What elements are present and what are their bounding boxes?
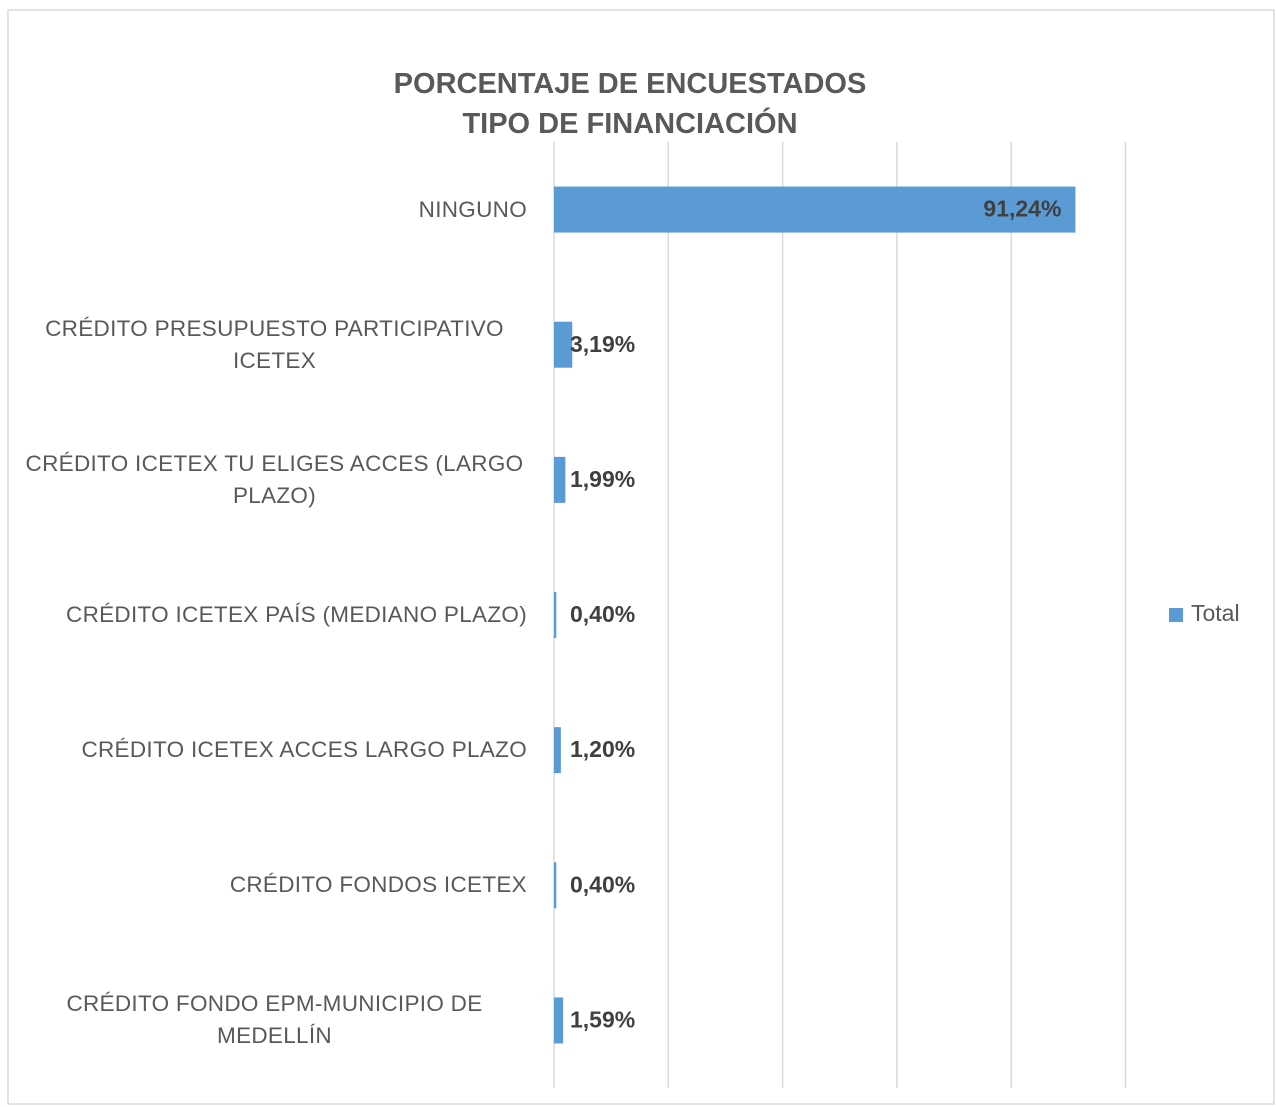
legend-swatch	[1169, 608, 1183, 622]
data-label: 1,20%	[570, 736, 635, 762]
chart-border	[7, 9, 1275, 1105]
category-label-box: CRÉDITO ICETEX ACCES LARGO PLAZO	[7, 700, 527, 800]
bar	[554, 997, 564, 1044]
category-label-box: CRÉDITO ICETEX TU ELIGES ACCES (LARGO PL…	[7, 430, 527, 530]
bar	[554, 456, 566, 503]
y-tick-label: CRÉDITO ICETEX TU ELIGES ACCES (LARGO PL…	[25, 450, 524, 508]
bar	[554, 321, 573, 368]
y-tick-label: CRÉDITO FONDOS ICETEX	[229, 872, 527, 898]
data-label: 0,40%	[570, 601, 635, 627]
y-tick-label: NINGUNO	[418, 196, 527, 222]
data-label: 1,99%	[570, 466, 635, 492]
category-label-box: CRÉDITO FONDOS ICETEX	[7, 835, 527, 935]
legend-label: Total	[1191, 600, 1240, 626]
y-tick-label: CRÉDITO ICETEX PAÍS (MEDIANO PLAZO)	[66, 602, 527, 627]
category-label-box: CRÉDITO FONDO EPM-MUNICIPIO DE MEDELLÍN	[7, 970, 527, 1070]
y-tick-label: CRÉDITO ICETEX ACCES LARGO PLAZO	[81, 737, 527, 763]
data-label: 91,24%	[983, 196, 1061, 222]
data-label: 1,59%	[570, 1007, 635, 1033]
bar	[554, 592, 557, 638]
bar	[554, 862, 557, 909]
data-label: 3,19%	[570, 331, 635, 357]
y-tick-label: CRÉDITO FONDO EPM-MUNICIPIO DE MEDELLÍN	[66, 991, 483, 1049]
category-label-box: CRÉDITO ICETEX PAÍS (MEDIANO PLAZO)	[7, 565, 527, 665]
category-label-box: CRÉDITO PRESUPUESTO PARTICIPATIVO ICETEX	[7, 295, 527, 395]
chart-title: PORCENTAJE DE ENCUESTADOS TIPO DE FINANC…	[393, 68, 867, 140]
data-label: 0,40%	[570, 871, 635, 897]
bar	[554, 727, 561, 774]
bar	[554, 186, 1076, 233]
category-label-box: NINGUNO	[7, 160, 527, 260]
y-tick-label: CRÉDITO PRESUPUESTO PARTICIPATIVO ICETEX	[45, 315, 504, 373]
